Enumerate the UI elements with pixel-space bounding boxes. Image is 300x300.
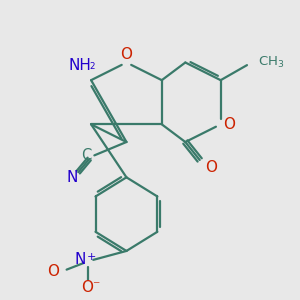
Text: $_2$: $_2$	[89, 59, 96, 72]
Text: O: O	[224, 117, 236, 132]
Text: C: C	[81, 148, 91, 163]
Text: +: +	[87, 252, 96, 262]
Text: ⁻: ⁻	[92, 279, 99, 293]
Text: N: N	[74, 252, 85, 267]
Text: O: O	[81, 280, 93, 295]
Text: N: N	[66, 170, 78, 185]
Text: O: O	[205, 160, 217, 175]
Text: NH: NH	[68, 58, 92, 73]
Text: CH$_3$: CH$_3$	[258, 55, 284, 70]
Text: O: O	[47, 264, 59, 279]
Text: O: O	[120, 47, 132, 62]
